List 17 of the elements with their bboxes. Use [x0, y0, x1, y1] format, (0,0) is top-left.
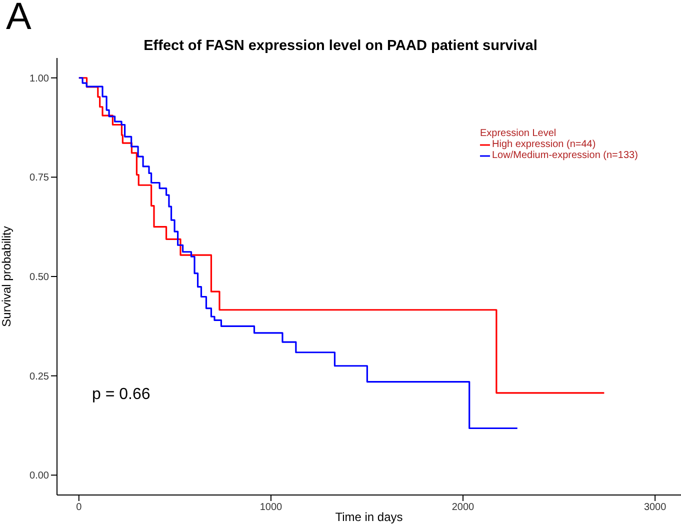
x-tick-label: 3000	[644, 502, 667, 514]
chart-title: Effect of FASN expression level on PAAD patient survival	[142, 38, 538, 54]
text: A	[6, 0, 32, 39]
y-axis-title: Survival probability	[0, 226, 14, 327]
x-tick-label: 0	[76, 502, 82, 514]
x-tick-label: 1000	[260, 502, 283, 514]
y-tick-label: 0.25	[30, 371, 50, 382]
y-tick-label: 0.00	[30, 470, 50, 482]
annotation: p = 0.66	[92, 386, 150, 404]
legend-label: High expression (n=44)	[492, 139, 596, 150]
x-axis-title: Time in days	[335, 510, 403, 524]
y-tick-label: 0.50	[30, 272, 50, 284]
legend-title: Expression Level	[480, 128, 558, 139]
y-tick-label: 1.00	[30, 73, 50, 84]
legend-label: Low/Medium-expression (n=133)	[492, 150, 638, 161]
y-tick-label: 0.75	[30, 172, 50, 184]
x-tick-label: 2000	[452, 502, 475, 514]
